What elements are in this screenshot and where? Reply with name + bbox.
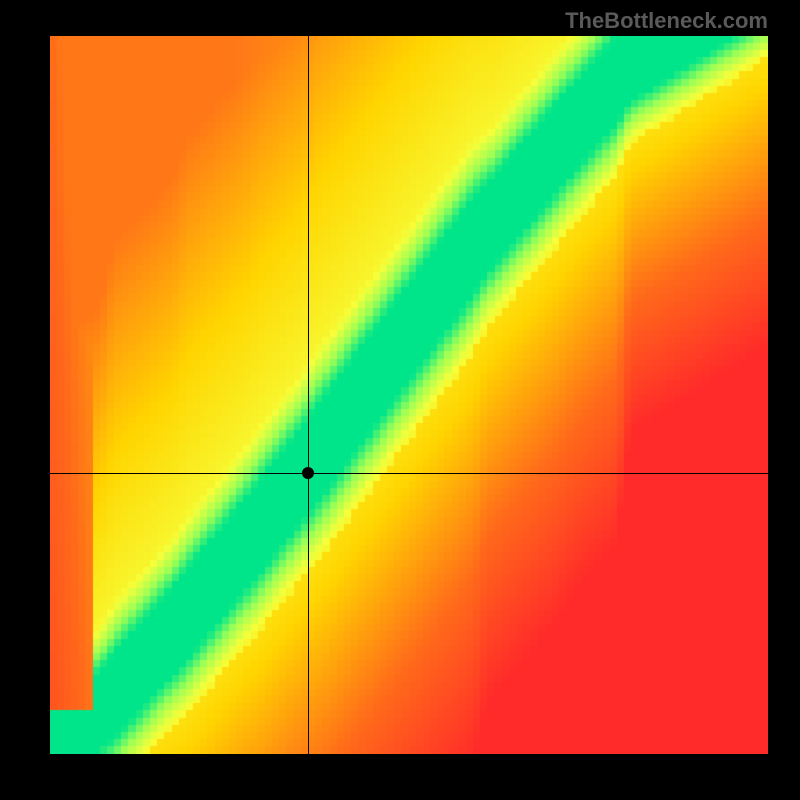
heatmap-canvas <box>50 36 768 754</box>
crosshair-horizontal <box>50 473 768 474</box>
crosshair-vertical <box>308 36 309 754</box>
watermark: TheBottleneck.com <box>565 8 768 34</box>
heatmap-plot <box>50 36 768 754</box>
marker-dot <box>302 467 314 479</box>
